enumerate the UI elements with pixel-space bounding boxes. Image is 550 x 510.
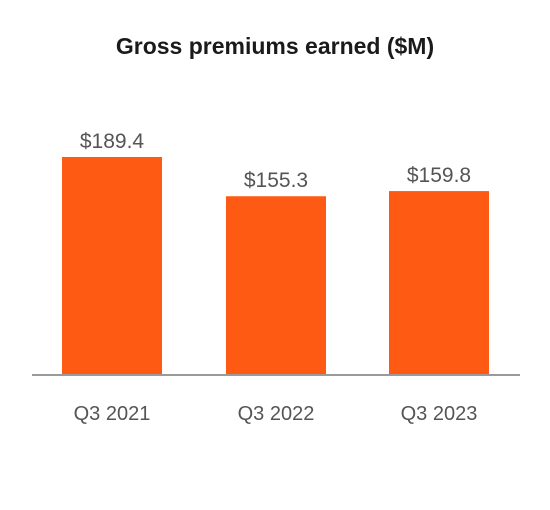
data-label-1: $189.4	[80, 130, 145, 153]
data-label-2: $155.3	[244, 169, 308, 192]
x-tick-label-3: Q3 2023	[401, 403, 478, 425]
bar-1	[62, 157, 162, 375]
bar-2	[226, 196, 326, 375]
x-tick-label-2: Q3 2022	[238, 403, 315, 425]
chart-title: Gross premiums earned ($M)	[115, 33, 435, 59]
x-tick-label-1: Q3 2021	[74, 403, 151, 425]
data-label-3: $159.8	[407, 164, 471, 187]
bar-3	[389, 191, 489, 375]
